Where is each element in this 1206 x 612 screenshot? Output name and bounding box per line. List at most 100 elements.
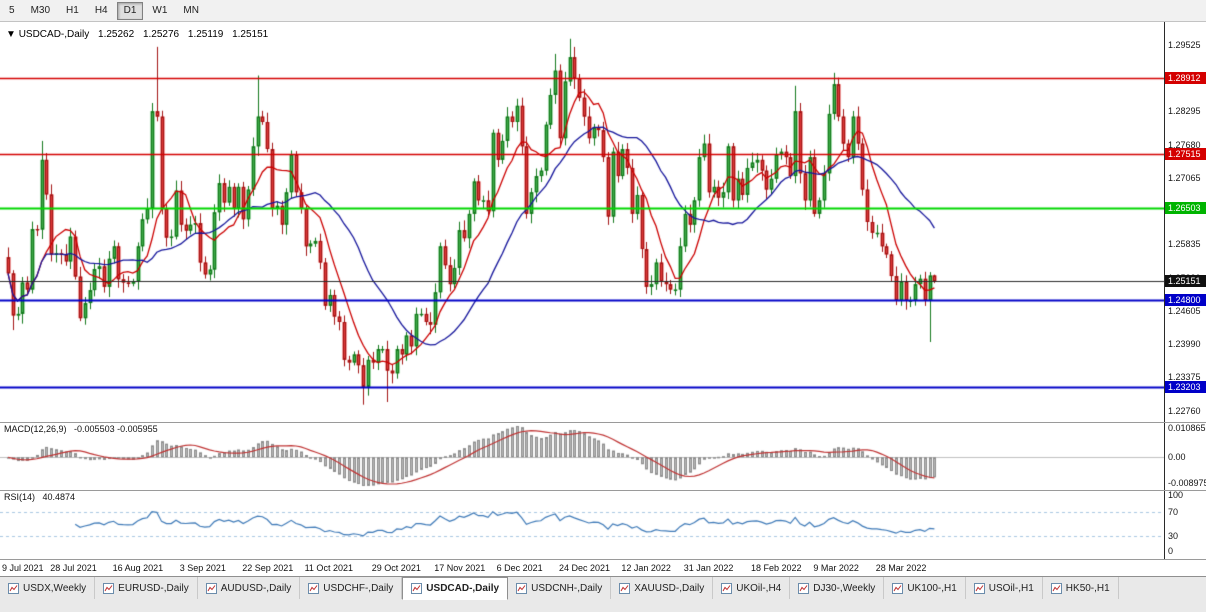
date-label: 3 Sep 2021 xyxy=(179,563,226,573)
tab-label: DJ30-,Weekly xyxy=(813,582,876,594)
chart-tab-icon xyxy=(308,582,320,594)
price-tick-label: 1.25835 xyxy=(1168,239,1201,250)
chart-tab-icon xyxy=(1050,582,1062,594)
tab-label: XAUUSD-,Daily xyxy=(634,582,705,594)
price-tick-label: 1.28295 xyxy=(1168,106,1201,117)
timeframe-toolbar: 5 M30 H1 H4 D1 W1 MN xyxy=(0,0,1206,22)
timeframe-button-h4[interactable]: H4 xyxy=(94,4,108,16)
price-tick-label: 1.22760 xyxy=(1168,405,1201,416)
date-label: 9 Mar 2022 xyxy=(813,563,859,573)
chart-tab-icon xyxy=(411,583,423,594)
date-label: 17 Nov 2021 xyxy=(434,563,486,573)
date-label: 22 Sep 2021 xyxy=(242,563,294,573)
tab-hk50-h1[interactable]: HK50-,H1 xyxy=(1042,577,1119,599)
macd-rsi-divider[interactable] xyxy=(0,490,1206,491)
tab-label: USDCAD-,Daily xyxy=(426,583,500,594)
tab-label: USOil-,H1 xyxy=(988,582,1034,594)
timeframe-button-d1[interactable]: D1 xyxy=(116,1,144,20)
tab-dj30-weekly[interactable]: DJ30-,Weekly xyxy=(790,577,885,599)
rsi-value: 40.4874 xyxy=(42,492,76,502)
chart-tab-icon xyxy=(205,582,217,594)
chart-tabbar: USDX,Weekly EURUSD-,Daily AUDUSD-,Daily USD… xyxy=(0,577,1206,612)
macd-tick-label: 0.010865 xyxy=(1168,423,1206,433)
macd-indicator-label: MACD(12,26,9) -0.005503 -0.005955 xyxy=(4,424,158,434)
tab-label: USDX,Weekly xyxy=(23,582,87,594)
chart-tab-icon xyxy=(798,582,810,594)
price-chart-canvas[interactable] xyxy=(0,22,1164,559)
tab-uk100-h1[interactable]: UK100-,H1 xyxy=(884,577,966,599)
date-label: 31 Jan 2022 xyxy=(683,563,734,573)
timeframe-button-w1[interactable]: W1 xyxy=(152,4,168,16)
tab-label: EURUSD-,Daily xyxy=(118,582,189,594)
chart-tab-icon xyxy=(892,582,904,594)
ohlc-high: 1.25276 xyxy=(142,29,180,40)
timeframe-button-h1[interactable]: H1 xyxy=(66,4,79,16)
date-label: 11 Oct 2021 xyxy=(304,563,353,573)
tab-label: AUDUSD-,Daily xyxy=(220,582,292,594)
ohlc-open: 1.25262 xyxy=(98,29,135,40)
timeframe-button-mn[interactable]: MN xyxy=(183,4,199,16)
price-line-badge: 1.27515 xyxy=(1165,147,1206,160)
price-tick-label: 1.27680 xyxy=(1168,139,1201,150)
date-label: 18 Feb 2022 xyxy=(751,563,802,573)
macd-name: MACD(12,26,9) xyxy=(4,424,67,434)
ohlc-close: 1.25151 xyxy=(232,29,269,40)
price-tick-label: 1.24605 xyxy=(1168,305,1201,316)
date-label: 28 Mar 2022 xyxy=(875,563,927,573)
rsi-tick-label: 0 xyxy=(1168,546,1174,556)
tab-usoil-h1[interactable]: USOil-,H1 xyxy=(965,577,1043,599)
price-line-badge: 1.28912 xyxy=(1165,72,1206,85)
rsi-tick-label: 70 xyxy=(1168,507,1179,518)
date-label: 24 Dec 2021 xyxy=(559,563,611,573)
price-tick-label: 1.29525 xyxy=(1168,39,1201,50)
price-tick-label: 1.23375 xyxy=(1168,372,1201,383)
timeframe-button-5[interactable]: 5 xyxy=(9,4,15,16)
price-line-badge: 1.24800 xyxy=(1165,294,1206,307)
date-label: 16 Aug 2021 xyxy=(112,563,164,573)
tab-audusd-daily[interactable]: AUDUSD-,Daily xyxy=(197,577,301,599)
date-axis[interactable]: 9 Jul 2021 28 Jul 2021 16 Aug 2021 3 Sep 20… xyxy=(0,559,1206,577)
tab-usdx-weekly[interactable]: USDX,Weekly xyxy=(0,577,96,599)
tab-label: USDCNH-,Daily xyxy=(531,582,603,594)
rsi-name: RSI(14) xyxy=(4,492,36,502)
macd-tick-label: -0.008975 xyxy=(1168,478,1206,488)
symbol-marker-icon: ▼ xyxy=(6,29,16,40)
chart-tab-icon xyxy=(8,582,19,594)
chart-tab-icon xyxy=(973,582,985,594)
tab-ukoil-h4[interactable]: UKOil-,H4 xyxy=(713,577,791,599)
price-tick-label: 1.23990 xyxy=(1168,339,1201,350)
date-label: 29 Oct 2021 xyxy=(371,563,421,573)
date-label: 6 Dec 2021 xyxy=(496,563,543,573)
tab-xauusd-daily[interactable]: XAUUSD-,Daily xyxy=(611,577,714,599)
current-price-badge: 1.25151 xyxy=(1165,275,1206,288)
tab-label: UK100-,H1 xyxy=(907,582,957,594)
price-tick-label: 1.27065 xyxy=(1168,172,1201,183)
tab-usdcad-daily[interactable]: USDCAD-,Daily xyxy=(402,577,509,600)
macd-values: -0.005503 -0.005955 xyxy=(74,424,158,434)
tab-eurusd-daily[interactable]: EURUSD-,Daily xyxy=(95,577,198,599)
tab-label: UKOil-,H4 xyxy=(736,582,782,594)
macd-tick-label: 0.00 xyxy=(1168,452,1186,463)
price-axis[interactable]: 1.295251.289101.282951.276801.270651.264… xyxy=(1164,22,1206,559)
price-macd-divider[interactable] xyxy=(0,422,1206,423)
chart-symbol-label: USDCAD-,Daily xyxy=(18,29,90,40)
rsi-date-divider xyxy=(0,559,1206,560)
chart-tab-icon xyxy=(619,582,631,594)
rsi-tick-label: 30 xyxy=(1168,530,1179,541)
chart-title: ▼ USDCAD-,Daily 1.25262 1.25276 1.25119 … xyxy=(6,29,268,40)
tab-label: HK50-,H1 xyxy=(1065,582,1110,594)
ohlc-low: 1.25119 xyxy=(187,29,224,40)
date-label: 9 Jul 2021 xyxy=(2,563,44,573)
chart-tab-icon xyxy=(103,582,115,594)
tab-usdchf-daily[interactable]: USDCHF-,Daily xyxy=(300,577,403,599)
date-label: 28 Jul 2021 xyxy=(50,563,97,573)
chart-tab-icon xyxy=(516,582,528,594)
rsi-indicator-label: RSI(14) 40.4874 xyxy=(4,492,75,502)
tab-label: USDCHF-,Daily xyxy=(323,582,394,594)
timeframe-button-m30[interactable]: M30 xyxy=(30,4,51,16)
date-label: 12 Jan 2022 xyxy=(621,563,671,573)
price-line-badge: 1.23203 xyxy=(1165,380,1206,393)
price-line-badge: 1.26503 xyxy=(1165,202,1206,215)
tab-usdcnh-daily[interactable]: USDCNH-,Daily xyxy=(508,577,612,599)
